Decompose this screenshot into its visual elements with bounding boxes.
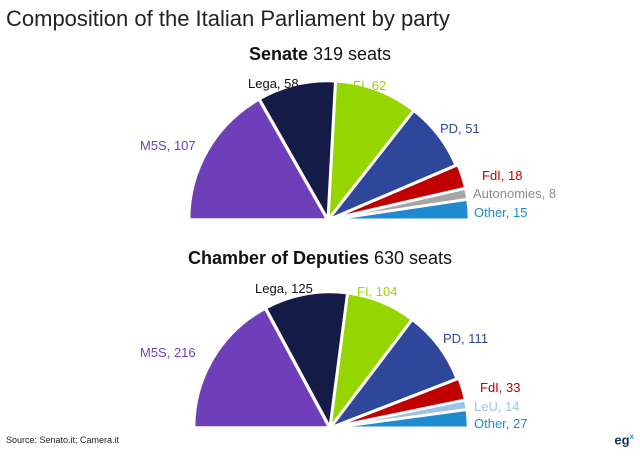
chart-title: Composition of the Italian Parliament by… xyxy=(6,6,450,31)
label-pd: PD, 111 xyxy=(443,331,488,346)
label-other: Other, 15 xyxy=(474,205,527,220)
slice-other xyxy=(333,408,470,429)
slice-lega xyxy=(257,79,337,224)
label-fi: FI, 104 xyxy=(357,284,397,299)
label-fdi: FdI, 18 xyxy=(482,168,522,183)
label-m5s: M5S, 216 xyxy=(140,345,196,360)
label-autonomies: Autonomies, 8 xyxy=(473,186,556,201)
label-other: Other, 27 xyxy=(474,416,527,431)
label-fi: FI, 62 xyxy=(353,78,386,93)
slice-m5s xyxy=(187,97,330,221)
source-note: Source: Senato.it; Camera.it xyxy=(6,435,120,445)
label-m5s: M5S, 107 xyxy=(140,138,196,153)
slice-lega xyxy=(264,290,349,432)
label-lega: Lega, 58 xyxy=(248,76,299,91)
senate-title: Senate 319 seats xyxy=(248,44,392,64)
label-pd: PD, 51 xyxy=(440,121,480,136)
label-lega: Lega, 125 xyxy=(255,281,313,296)
logo: egx xyxy=(614,431,634,447)
label-leu: LeU, 14 xyxy=(474,399,520,414)
slice-other xyxy=(331,198,471,221)
slice-m5s xyxy=(192,306,332,429)
chamber-title: Chamber of Deputies 630 seats xyxy=(187,248,453,268)
label-fdi: FdI, 33 xyxy=(480,380,520,395)
slice-fi xyxy=(326,79,416,223)
